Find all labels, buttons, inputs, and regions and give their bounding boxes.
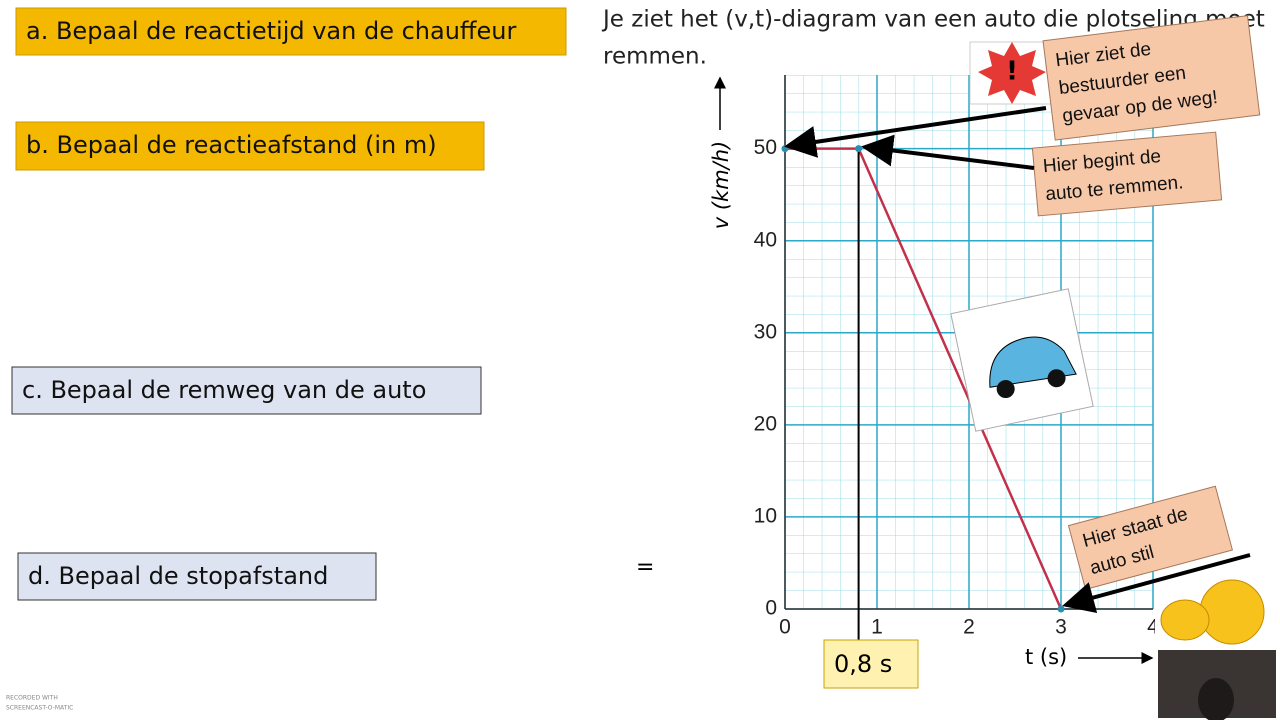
arrow xyxy=(784,106,1047,158)
warning-mark: ! xyxy=(1006,57,1018,87)
question-box xyxy=(15,7,567,56)
question-box xyxy=(15,121,485,171)
y-tick-label: 10 xyxy=(754,504,777,527)
data-point xyxy=(781,145,789,153)
callout-box xyxy=(1031,131,1223,217)
callouts: Hier ziet de bestuurder een gevaar op de… xyxy=(784,15,1261,614)
data-point xyxy=(1057,605,1065,613)
equals-sign: = xyxy=(636,555,654,580)
data-point xyxy=(855,145,863,153)
answer-box xyxy=(823,639,919,689)
warning-icon xyxy=(978,42,1046,104)
decorations: ! xyxy=(950,41,1280,720)
question: a. Bepaal de reactietijd van de chauffeu… xyxy=(26,17,516,45)
x-axis-label: t (s) xyxy=(1025,645,1067,669)
y-tick-label: 30 xyxy=(754,320,777,343)
answer: 0,8 s xyxy=(834,650,892,678)
arrow xyxy=(861,134,1035,170)
callout-box xyxy=(1042,15,1261,141)
car-wheel xyxy=(1047,369,1066,388)
y-axis-label: v (km/h) xyxy=(709,141,733,230)
intro: remmen. xyxy=(603,44,707,70)
x-tick-label: 0 xyxy=(779,616,791,639)
question-box xyxy=(17,552,377,601)
question-box xyxy=(11,366,482,415)
callout-box xyxy=(1067,485,1234,590)
watermark: RECORDED WITH xyxy=(6,695,58,702)
watermark: SCREENCAST-O-MATIC xyxy=(6,705,73,712)
webcam-person xyxy=(1198,678,1234,720)
y-tick-label: 20 xyxy=(754,412,777,435)
emoji xyxy=(1199,579,1265,645)
y-tick-label: 0 xyxy=(765,597,777,620)
x-tick-label: 1 xyxy=(871,616,883,639)
question: d. Bepaal de stopafstand xyxy=(28,562,328,590)
y-tick-label: 50 xyxy=(754,136,777,159)
car-wheel xyxy=(996,380,1015,399)
question: c. Bepaal de remweg van de auto xyxy=(22,376,426,404)
x-tick-label: 3 xyxy=(1055,616,1067,639)
question: b. Bepaal de reactieafstand (in m) xyxy=(26,131,437,159)
y-tick-label: 40 xyxy=(754,228,777,251)
arrow xyxy=(1062,553,1251,614)
thumb xyxy=(1160,599,1210,641)
x-tick-label: 2 xyxy=(963,616,975,639)
car-picture xyxy=(950,288,1094,432)
